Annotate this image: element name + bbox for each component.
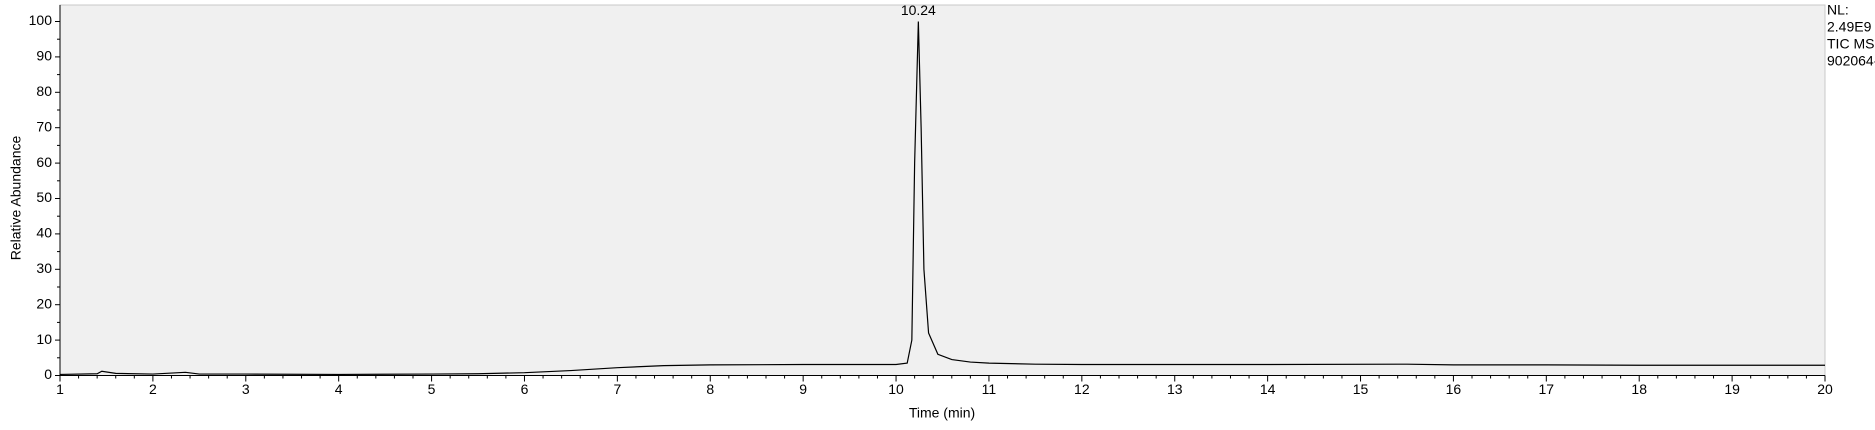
y-tick-label: 80 xyxy=(36,83,52,99)
y-tick-label: 60 xyxy=(36,154,52,170)
x-tick-label: 13 xyxy=(1167,381,1183,397)
x-tick-label: 2 xyxy=(149,381,157,397)
x-tick-label: 17 xyxy=(1539,381,1555,397)
y-tick-label: 10 xyxy=(36,331,52,347)
x-tick-label: 11 xyxy=(982,381,997,397)
x-tick-label: 16 xyxy=(1446,381,1462,397)
x-tick-label: 1 xyxy=(56,381,64,397)
x-tick-label: 4 xyxy=(335,381,343,397)
side-label: NL: xyxy=(1827,2,1849,18)
peak-label: 10.24 xyxy=(901,2,936,18)
side-label: 902064- xyxy=(1827,53,1875,69)
x-tick-label: 12 xyxy=(1074,381,1090,397)
side-label: 2.49E9 xyxy=(1827,19,1872,35)
y-tick-label: 90 xyxy=(36,48,52,64)
x-tick-label: 19 xyxy=(1724,381,1740,397)
x-tick-label: 9 xyxy=(799,381,807,397)
y-tick-label: 30 xyxy=(36,260,52,276)
x-tick-label: 15 xyxy=(1353,381,1369,397)
x-tick-label: 18 xyxy=(1631,381,1647,397)
x-tick-label: 5 xyxy=(428,381,436,397)
plot-area xyxy=(59,4,1826,376)
y-tick-label: 70 xyxy=(36,118,52,134)
y-tick-label: 100 xyxy=(29,12,53,28)
x-tick-label: 14 xyxy=(1260,381,1276,397)
y-axis-label: Relative Abundance xyxy=(8,136,24,261)
x-tick-label: 3 xyxy=(242,381,250,397)
y-tick-label: 40 xyxy=(36,225,52,241)
chromatogram-line xyxy=(59,21,1825,376)
x-tick-label: 7 xyxy=(613,381,621,397)
y-tick-label: 50 xyxy=(36,189,52,205)
x-tick-label: 6 xyxy=(521,381,529,397)
y-tick-label: 20 xyxy=(36,295,52,311)
y-tick-label: 0 xyxy=(44,366,52,382)
side-label: TIC MS xyxy=(1827,36,1874,52)
x-tick-label: 8 xyxy=(706,381,714,397)
x-axis-label: Time (min) xyxy=(909,405,975,421)
x-tick-label: 20 xyxy=(1817,381,1833,397)
x-tick-label: 10 xyxy=(888,381,904,397)
